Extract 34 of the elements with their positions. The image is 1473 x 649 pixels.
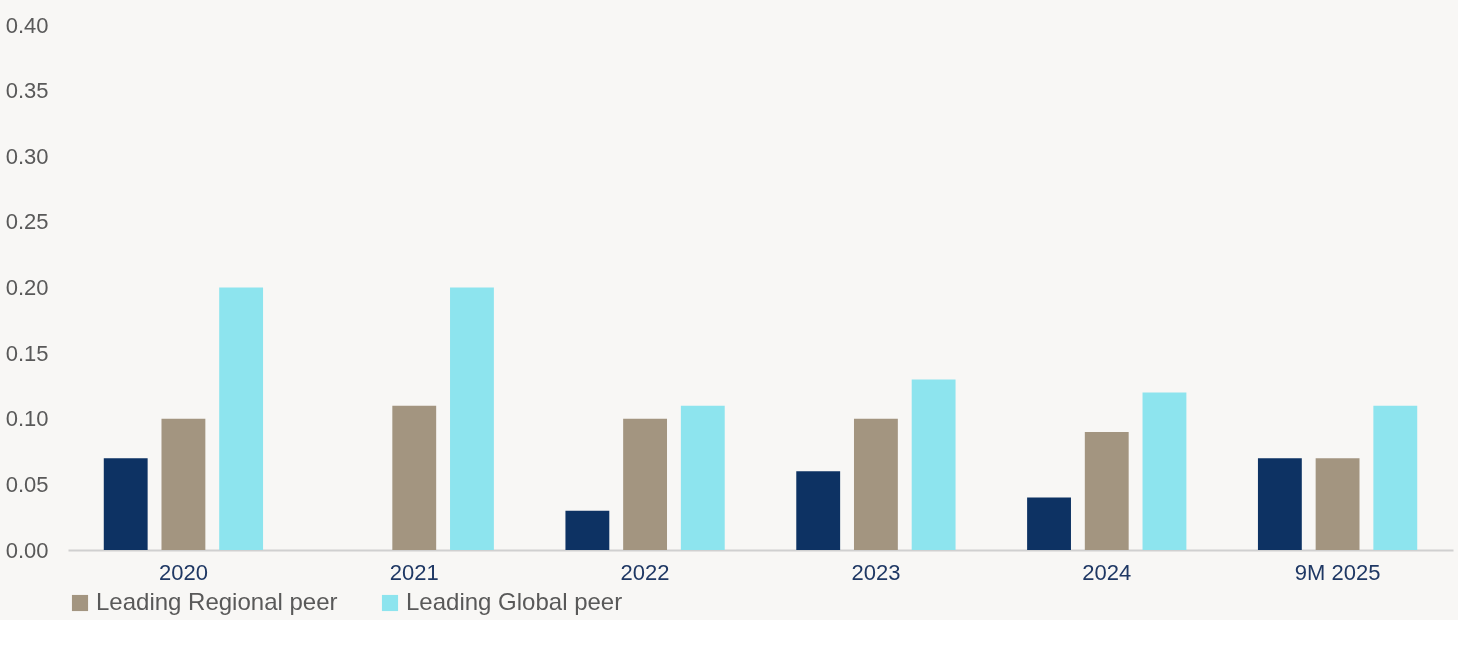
x-tick-label: 2021 bbox=[389, 559, 439, 585]
y-tick-label: 0.35 bbox=[5, 78, 49, 104]
bar bbox=[853, 418, 898, 550]
y-tick-label: 0.05 bbox=[5, 471, 49, 497]
bar bbox=[911, 379, 956, 550]
bar bbox=[450, 287, 494, 550]
y-tick-label: 0.20 bbox=[5, 275, 49, 300]
bar bbox=[219, 287, 264, 550]
bar bbox=[565, 510, 610, 550]
x-tick-label: 2022 bbox=[620, 559, 670, 585]
y-tick-label: 0.10 bbox=[5, 406, 49, 432]
bar bbox=[1142, 392, 1187, 550]
x-tick-label: 2020 bbox=[158, 559, 208, 585]
x-tick-label: 2024 bbox=[1082, 559, 1132, 585]
bar bbox=[1257, 458, 1302, 550]
y-tick-label: 0.00 bbox=[5, 537, 49, 563]
bar bbox=[392, 405, 437, 550]
legend-label: Leading Regional peer bbox=[96, 588, 338, 615]
y-tick-label: 0.25 bbox=[5, 209, 49, 235]
bar bbox=[1084, 431, 1129, 550]
legend-label: Leading Global peer bbox=[406, 588, 623, 615]
bar bbox=[103, 458, 148, 550]
x-tick-label: 2023 bbox=[851, 559, 901, 585]
bar bbox=[1027, 497, 1071, 550]
y-tick-label: 0.30 bbox=[5, 143, 49, 169]
bar bbox=[1315, 458, 1360, 550]
x-tick-label: 9M 2025 bbox=[1294, 559, 1381, 585]
bar bbox=[623, 418, 668, 550]
bar bbox=[680, 405, 725, 550]
bar bbox=[161, 418, 206, 550]
bar bbox=[796, 471, 841, 550]
y-tick-label: 0.15 bbox=[5, 340, 49, 366]
bar bbox=[1373, 405, 1418, 550]
y-tick-label: 0.40 bbox=[5, 12, 49, 38]
